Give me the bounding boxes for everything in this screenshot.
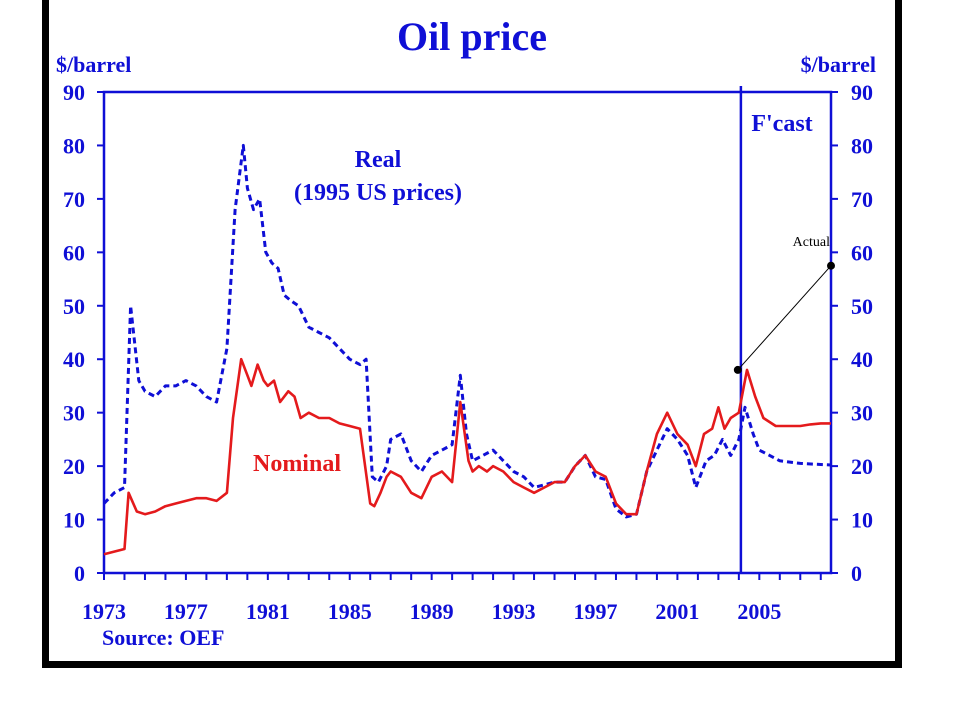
left-y-tick-label: 50 xyxy=(63,294,85,319)
left-y-tick-label: 70 xyxy=(63,187,85,212)
forecast-label: F'cast xyxy=(751,111,812,137)
left-y-tick-label: 0 xyxy=(74,561,85,586)
right-y-tick-label: 70 xyxy=(851,187,873,212)
x-tick-label: 1985 xyxy=(328,599,372,624)
x-tick-label: 1997 xyxy=(573,599,617,624)
nominal-price-line xyxy=(103,357,831,556)
left-y-tick-label: 60 xyxy=(63,240,85,265)
x-tick-label: 1977 xyxy=(164,599,208,624)
right-y-tick-label: 50 xyxy=(851,294,873,319)
nominal-series-label: Nominal xyxy=(253,451,341,477)
x-tick-label: 2005 xyxy=(737,599,781,624)
left-y-tick-label: 30 xyxy=(63,401,85,426)
right-y-tick-label: 10 xyxy=(851,508,873,533)
annotation-dot-end xyxy=(827,261,835,270)
annotation xyxy=(733,261,835,374)
chart-panel xyxy=(49,0,895,661)
right-y-tick-label: 80 xyxy=(851,133,873,158)
right-y-tick-label: 0 xyxy=(851,561,862,586)
annotation-line xyxy=(737,265,832,371)
x-tick-label: 1993 xyxy=(492,599,536,624)
chart-title: Oil price xyxy=(397,14,547,59)
plot-frame xyxy=(102,86,833,575)
annotation-label: Actual xyxy=(793,235,830,250)
left-y-tick-label: 80 xyxy=(63,133,85,158)
x-tick-label: 2001 xyxy=(655,599,699,624)
right-y-tick-label: 20 xyxy=(851,454,873,479)
x-tick-label: 1981 xyxy=(246,599,290,624)
real-price-line xyxy=(102,143,832,519)
right-y-tick-label: 40 xyxy=(851,347,873,372)
right-y-tick-label: 30 xyxy=(851,401,873,426)
left-y-tick-label: 20 xyxy=(63,454,85,479)
right-y-tick-label: 90 xyxy=(851,80,873,105)
annotation-dot-start xyxy=(733,365,742,374)
plot-area-border xyxy=(102,90,833,575)
right-y-tick-label: 60 xyxy=(851,240,873,265)
real-series-label: Real xyxy=(355,147,402,173)
real-series-sublabel: (1995 US prices) xyxy=(294,180,462,206)
left-y-tick-label: 10 xyxy=(63,508,85,533)
right-axis-unit: $/barrel xyxy=(801,52,876,77)
axis-ticks: 0 0 10 10 20 20 30 30 40 40 50 50 60 60 70 70 80 80 90 90 19… xyxy=(63,80,873,624)
x-tick-label: 1989 xyxy=(410,599,454,624)
source-note: Source: OEF xyxy=(102,625,224,650)
left-axis-unit: $/barrel xyxy=(56,52,131,77)
series-lines xyxy=(102,143,832,556)
left-y-tick-label: 40 xyxy=(63,347,85,372)
left-y-tick-label: 90 xyxy=(63,80,85,105)
x-tick-label: 1973 xyxy=(82,599,126,624)
